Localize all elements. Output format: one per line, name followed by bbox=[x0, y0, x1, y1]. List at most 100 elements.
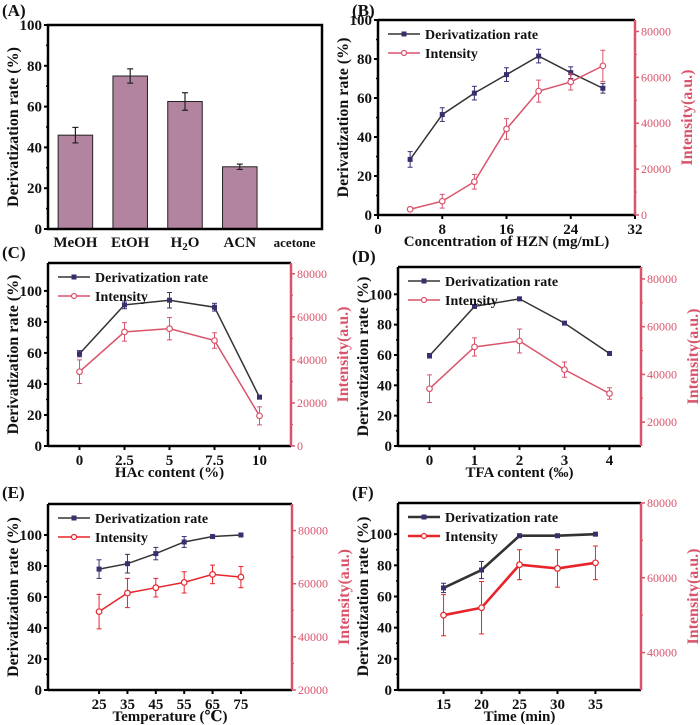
intensity-point bbox=[406, 205, 414, 213]
x-tick-label: 3 bbox=[561, 453, 569, 469]
rate-point bbox=[472, 303, 477, 309]
y2-tick-label: 0 bbox=[641, 208, 647, 222]
intensity-point bbox=[592, 559, 599, 567]
x-tick-label: 35 bbox=[588, 697, 603, 713]
rate-point bbox=[504, 72, 509, 78]
y2-tick-label: 80000 bbox=[641, 24, 671, 38]
rate-point bbox=[600, 85, 606, 91]
y-tick-label: 100 bbox=[20, 528, 43, 544]
rate-point bbox=[124, 561, 130, 567]
x-tick-label: 0 bbox=[426, 453, 434, 469]
intensity-point bbox=[535, 87, 543, 95]
x-tick-label: 0 bbox=[374, 222, 382, 238]
bar bbox=[167, 101, 203, 230]
y-axis-title: Derivatization rate (%) bbox=[355, 277, 372, 437]
y2-tick-label: 60000 bbox=[647, 320, 677, 334]
legend-marker bbox=[71, 515, 77, 521]
rate-point bbox=[607, 350, 612, 356]
x-tick-label: 20 bbox=[474, 697, 489, 713]
rate-point bbox=[441, 585, 447, 591]
panel-label: (C) bbox=[2, 243, 26, 262]
legend-label: Derivatization rate bbox=[95, 512, 208, 527]
y-tick-label: 20 bbox=[357, 169, 372, 185]
x-tick-label: 55 bbox=[177, 697, 192, 713]
y-tick-label: 40 bbox=[377, 621, 392, 637]
intensity-point bbox=[166, 325, 173, 333]
legend-marker bbox=[420, 296, 428, 304]
intensity-point bbox=[503, 125, 510, 133]
y-tick-label: 60 bbox=[357, 91, 372, 107]
intensity-point bbox=[516, 561, 523, 569]
y2-tick-label: 40000 bbox=[641, 116, 671, 130]
y-tick-label: 20 bbox=[377, 409, 392, 425]
y-axis-title: Derivatization rate (%) bbox=[355, 517, 372, 677]
intensity-point bbox=[471, 343, 478, 351]
x-axis-title: Temperature (℃) bbox=[112, 709, 227, 725]
y-tick-label: 20 bbox=[377, 652, 392, 668]
rate-point bbox=[479, 567, 485, 573]
x-tick-label: 1 bbox=[471, 453, 479, 469]
intensity-point bbox=[567, 78, 575, 86]
intensity-point bbox=[438, 197, 446, 205]
y2-tick-label: 20000 bbox=[641, 162, 671, 176]
x-tick-label: MeOH bbox=[53, 235, 97, 251]
y-tick-label: 40 bbox=[27, 140, 42, 156]
y-tick-label: 100 bbox=[20, 18, 43, 34]
rate-point bbox=[407, 156, 413, 162]
x-tick-label: 75 bbox=[233, 697, 248, 713]
bar bbox=[112, 75, 148, 230]
rate-point bbox=[122, 302, 127, 308]
rate-point bbox=[167, 297, 172, 303]
y2-tick-label: 40000 bbox=[647, 646, 677, 660]
rate-point bbox=[153, 551, 159, 557]
legend-label: Intensity bbox=[445, 530, 498, 545]
rate-point bbox=[562, 320, 567, 326]
intensity-point bbox=[95, 608, 103, 616]
x-tick-label: 15 bbox=[436, 697, 451, 713]
y2-tick-label: 60000 bbox=[298, 577, 328, 591]
y-axis-title: Derivatization rate (%) bbox=[5, 517, 22, 677]
panel-label: (A) bbox=[2, 1, 26, 20]
legend-label: Derivatization rate bbox=[95, 271, 208, 286]
x-tick-label: 5 bbox=[166, 453, 174, 469]
intensity-point bbox=[180, 578, 188, 586]
intensity-point bbox=[121, 328, 128, 336]
y-tick-label: 100 bbox=[370, 527, 393, 543]
x-tick-label: 24 bbox=[563, 222, 579, 238]
chart-panel-a: (A) 0 20 40 60 80 100 Derivatization rate (%) Me… bbox=[2, 1, 324, 253]
rate-point bbox=[536, 53, 542, 59]
text-part: O bbox=[188, 235, 200, 251]
x-tick-label: H2O bbox=[171, 235, 200, 253]
y2-tick-label: 20000 bbox=[298, 683, 328, 697]
x-tick-label: 25 bbox=[92, 697, 107, 713]
y2-tick-label: 80000 bbox=[647, 272, 677, 286]
intensity-point bbox=[237, 573, 245, 581]
x-tick-label: 30 bbox=[550, 697, 565, 713]
legend-label: Intensity bbox=[95, 531, 148, 546]
x-tick-label: 65 bbox=[205, 697, 220, 713]
y-tick-label: 60 bbox=[377, 590, 392, 606]
intensity-point bbox=[152, 584, 160, 592]
y2-tick-label: 80000 bbox=[298, 524, 328, 538]
y-tick-label: 0 bbox=[385, 439, 393, 455]
y-axis-title: Derivatization rate (%) bbox=[5, 47, 22, 207]
y-tick-label: 0 bbox=[35, 222, 43, 238]
y2-tick-label: 20000 bbox=[647, 415, 677, 429]
rate-point bbox=[471, 90, 477, 96]
rate-point bbox=[210, 534, 216, 540]
bar bbox=[57, 134, 94, 230]
y2-axis-title: Intensity(a.u.) bbox=[335, 306, 352, 402]
y-tick-label: 60 bbox=[27, 346, 42, 362]
rate-point bbox=[568, 70, 574, 76]
y2-axis-title: Intensity(a.u.) bbox=[336, 549, 353, 645]
y-tick-label: 20 bbox=[27, 652, 42, 668]
y2-tick-label: 80000 bbox=[647, 496, 677, 510]
y-tick-label: 80 bbox=[27, 559, 42, 575]
y-tick-label: 60 bbox=[27, 100, 42, 116]
x-tick-label: 4 bbox=[606, 453, 614, 469]
